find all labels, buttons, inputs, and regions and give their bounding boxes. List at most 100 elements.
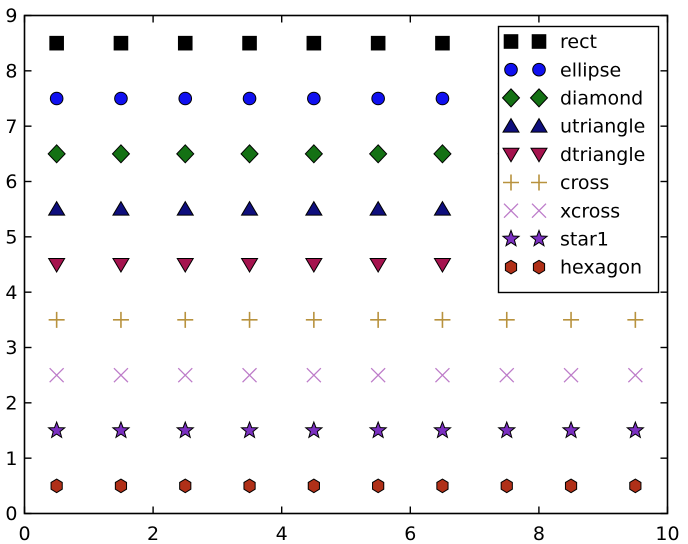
marker-dtriangle [176,258,195,273]
marker-xcross [177,367,193,383]
marker-hexagon [372,478,385,494]
tick-labels: 0 2 4 6 8 10 0 1 2 3 4 5 6 7 8 9 [5,5,679,544]
marker-star1 [175,420,195,439]
marker-star1 [433,420,452,439]
marker-diamond [47,144,66,164]
legend-label: utriangle [560,116,645,138]
marker-utriangle [112,200,130,216]
marker-xcross [370,367,386,383]
marker-rect [113,35,129,51]
legend-label: dtriangle [560,144,645,166]
marker-rect [503,34,519,49]
legend-label: rect [560,31,597,53]
marker-hexagon [532,259,546,275]
marker-rect [306,35,322,51]
marker-diamond [304,144,324,164]
marker-rect [435,35,450,51]
marker-rect [370,35,386,51]
y-tick-label: 6 [5,171,17,193]
marker-diamond [111,144,131,164]
legend-label: xcross [560,200,620,222]
marker-hexagon [500,478,513,494]
marker-ellipse [242,91,257,106]
marker-hexagon [564,478,578,494]
marker-ellipse [371,91,385,106]
legend-label: diamond [560,88,643,110]
marker-utriangle [240,200,259,216]
x-tick-label: 0 [18,523,30,544]
x-tick-label: 8 [533,523,545,544]
marker-utriangle [369,200,388,216]
marker-dtriangle [304,258,323,273]
marker-ellipse [435,91,450,106]
marker-diamond [433,144,452,164]
y-tick-label: 3 [5,337,17,359]
y-tick-label: 5 [5,226,17,248]
marker-dtriangle [369,258,388,273]
marker-hexagon [629,478,642,494]
marker-cross [531,174,547,191]
marker-xcross [499,367,515,383]
x-tick-label: 6 [404,523,416,544]
marker-hexagon [50,478,63,494]
marker-dtriangle [240,258,259,273]
marker-dtriangle [502,147,520,163]
marker-star1 [47,420,67,439]
marker-ellipse [114,91,128,106]
marker-utriangle [304,200,323,216]
marker-cross [370,311,387,328]
legend-item-star1: star1 [501,228,609,251]
marker-star1 [625,420,645,439]
legend-label: hexagon [560,257,642,279]
marker-dtriangle [433,258,452,273]
y-tick-label: 4 [5,282,17,304]
marker-hexagon [307,478,320,494]
legend-item-cross: cross [503,172,609,194]
marker-ellipse [49,91,64,106]
marker-cross [305,311,322,328]
plot-frame [23,14,669,515]
marker-ellipse [178,91,193,106]
marker-utriangle [176,200,195,216]
marker-dtriangle [530,147,548,163]
marker-star1 [111,420,131,439]
marker-rect [242,35,257,51]
marker-hexagon [436,478,449,494]
marker-hexagon [114,478,128,494]
legend-item-dtriangle: dtriangle [502,144,645,166]
marker-utriangle [502,117,520,133]
marker-diamond [240,144,259,164]
marker-xcross [563,367,579,383]
legend: rect ellipse diamond utriangle dtriangle cros… [497,25,660,294]
marker-diamond [501,88,521,108]
y-tick-label: 2 [5,392,17,414]
marker-star1 [561,420,581,439]
legend-box [497,25,660,294]
y-tick-label: 9 [5,5,17,27]
marker-xcross [242,367,258,383]
marker-xcross [434,367,450,383]
marker-dtriangle [112,258,130,273]
marker-cross [177,311,194,328]
marker-hexagon [504,259,518,275]
marker-cross [498,311,515,328]
marker-cross [434,311,451,328]
marker-xcross [49,367,65,383]
y-tick-label: 1 [5,448,17,470]
legend-label: star1 [560,229,609,251]
y-tick-label: 7 [5,116,17,138]
x-tick-label: 10 [655,523,679,544]
x-tick-label: 4 [276,523,288,544]
marker-utriangle [433,200,452,216]
marker-cross [627,311,644,328]
marker-diamond [529,88,549,108]
marker-xcross [503,203,519,219]
legend-item-diamond: diamond [501,88,643,110]
y-tick-label: 0 [5,503,17,525]
legend-item-xcross: xcross [503,200,620,222]
marker-hexagon [179,478,192,494]
marker-ellipse [532,62,546,77]
marker-star1 [501,228,521,247]
marker-cross [241,311,258,328]
